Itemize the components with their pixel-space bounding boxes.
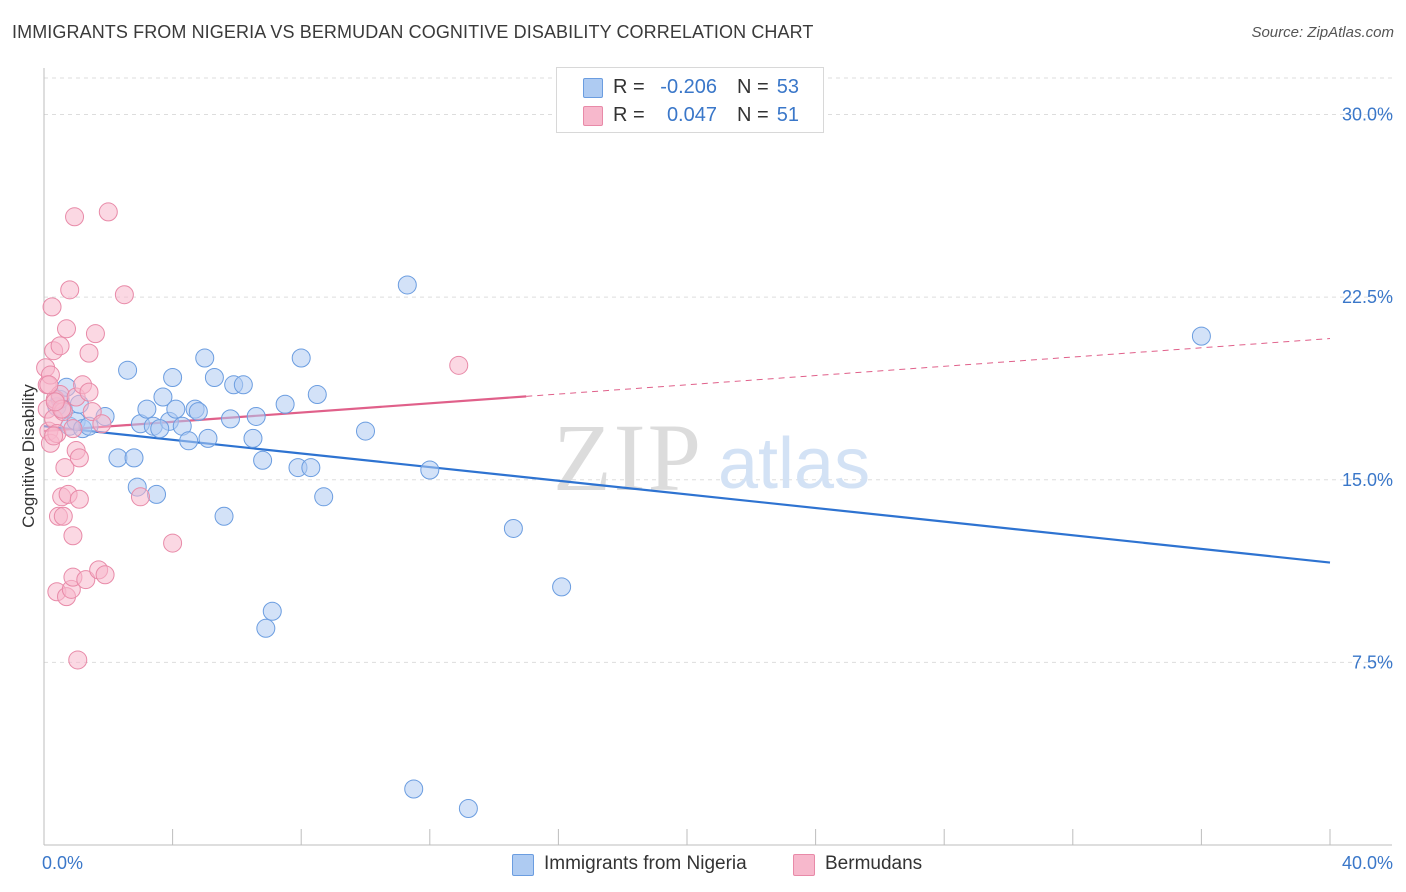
data-point-bermudans bbox=[44, 426, 64, 446]
data-point-bermudans bbox=[79, 343, 99, 363]
axes bbox=[43, 68, 1392, 846]
data-point-nigeria bbox=[356, 421, 375, 441]
data-point-nigeria bbox=[153, 387, 173, 407]
data-point-bermudans bbox=[45, 392, 65, 412]
data-point-nigeria bbox=[198, 428, 218, 448]
data-point-nigeria bbox=[188, 402, 208, 422]
data-point-nigeria bbox=[147, 484, 167, 504]
data-point-bermudans bbox=[92, 414, 112, 434]
data-point-nigeria bbox=[214, 506, 234, 526]
data-point-bermudans bbox=[63, 419, 83, 439]
data-point-nigeria bbox=[179, 431, 199, 451]
y-axis-label: Cognitive Disability bbox=[19, 384, 38, 528]
data-point-nigeria bbox=[124, 448, 144, 468]
data-point-nigeria bbox=[307, 385, 327, 405]
data-point-bermudans bbox=[76, 570, 96, 590]
legend-n-label: N = bbox=[737, 76, 769, 98]
tick-labels: 7.5% 15.0% 22.5% 30.0% 0.0% 40.0% bbox=[42, 105, 1393, 873]
data-point-nigeria bbox=[150, 419, 170, 439]
data-point-nigeria bbox=[397, 275, 417, 295]
data-point-bermudans bbox=[130, 487, 150, 507]
data-point-bermudans bbox=[57, 319, 77, 339]
legend-n-value-nigeria: 53 bbox=[776, 76, 799, 98]
data-point-nigeria bbox=[275, 394, 295, 414]
data-point-bermudans bbox=[98, 202, 118, 222]
data-point-nigeria bbox=[233, 375, 253, 395]
data-point-nigeria bbox=[118, 360, 138, 380]
watermark-atlas: atlas bbox=[718, 424, 870, 504]
correlation-legend: R = -0.206 N = 53 R = 0.047 N = 51 bbox=[556, 67, 824, 133]
y-tick-label: 7.5% bbox=[1352, 652, 1393, 672]
source-credit: Source: ZipAtlas.com bbox=[1251, 24, 1394, 41]
data-point-nigeria bbox=[262, 601, 282, 621]
grid-lines bbox=[44, 77, 1392, 663]
x-tick-label-min: 0.0% bbox=[42, 853, 83, 873]
data-point-nigeria bbox=[314, 487, 334, 507]
data-point-bermudans bbox=[65, 207, 85, 227]
data-point-bermudans bbox=[449, 355, 469, 375]
data-point-nigeria bbox=[195, 348, 215, 368]
data-points bbox=[36, 202, 1211, 818]
data-point-bermudans bbox=[55, 458, 75, 478]
data-point-nigeria bbox=[256, 618, 276, 638]
watermark-zip: ZIP bbox=[553, 404, 703, 511]
data-point-bermudans bbox=[53, 506, 73, 526]
data-point-bermudans bbox=[60, 280, 80, 300]
data-point-nigeria bbox=[301, 458, 321, 478]
legend-swatch-bermudans bbox=[583, 106, 603, 126]
data-point-nigeria bbox=[220, 409, 240, 429]
data-point-bermudans bbox=[39, 375, 59, 395]
series-swatch-bermudans bbox=[793, 854, 815, 876]
y-tick-label: 30.0% bbox=[1342, 105, 1393, 125]
trend-line-nigeria bbox=[43, 425, 1331, 564]
legend-row-bermudans: R = 0.047 N = 51 bbox=[557, 102, 823, 130]
legend-n-label: N = bbox=[737, 104, 769, 126]
data-point-nigeria bbox=[166, 399, 186, 419]
data-point-nigeria bbox=[204, 367, 224, 387]
data-point-bermudans bbox=[69, 489, 89, 509]
data-point-bermudans bbox=[42, 297, 62, 317]
chart-title: IMMIGRANTS FROM NIGERIA VS BERMUDAN COGN… bbox=[12, 22, 814, 42]
y-tick-label: 22.5% bbox=[1342, 287, 1393, 307]
data-point-bermudans bbox=[68, 650, 88, 670]
data-point-nigeria bbox=[137, 399, 157, 419]
x-tick-label-max: 40.0% bbox=[1342, 853, 1393, 873]
data-point-nigeria bbox=[243, 428, 263, 448]
legend-swatch-nigeria bbox=[583, 78, 603, 98]
legend-r-label: R = bbox=[613, 76, 645, 98]
data-point-nigeria bbox=[404, 779, 424, 799]
data-point-nigeria bbox=[1191, 326, 1211, 346]
series-swatch-nigeria bbox=[512, 854, 534, 876]
data-point-bermudans bbox=[163, 533, 183, 553]
data-point-bermudans bbox=[79, 382, 99, 402]
data-point-bermudans bbox=[114, 285, 134, 305]
data-point-nigeria bbox=[420, 460, 440, 480]
data-point-nigeria bbox=[503, 518, 523, 538]
data-point-bermudans bbox=[85, 324, 105, 344]
series-label-nigeria: Immigrants from Nigeria bbox=[544, 853, 747, 874]
data-point-bermudans bbox=[95, 565, 115, 585]
series-label-bermudans: Bermudans bbox=[825, 853, 923, 874]
data-point-bermudans bbox=[50, 336, 70, 356]
data-point-bermudans bbox=[63, 526, 83, 546]
legend-n-value-bermudans: 51 bbox=[776, 104, 799, 126]
legend-r-value-bermudans: 0.047 bbox=[666, 104, 717, 126]
data-point-nigeria bbox=[552, 577, 572, 597]
data-point-nigeria bbox=[163, 367, 183, 387]
data-point-nigeria bbox=[291, 348, 311, 368]
data-point-bermudans bbox=[69, 448, 89, 468]
y-tick-label: 15.0% bbox=[1342, 470, 1393, 490]
legend-r-label: R = bbox=[613, 104, 645, 126]
data-point-nigeria bbox=[458, 798, 478, 818]
legend-r-value-nigeria: -0.206 bbox=[660, 76, 717, 98]
zipatlas-watermark: ZIP atlas bbox=[553, 404, 870, 511]
data-point-nigeria bbox=[108, 448, 128, 468]
trend-line-extension-bermudans bbox=[526, 338, 1331, 397]
data-point-nigeria bbox=[253, 450, 273, 470]
legend-row-nigeria: R = -0.206 N = 53 bbox=[557, 74, 823, 102]
data-point-nigeria bbox=[246, 406, 266, 426]
